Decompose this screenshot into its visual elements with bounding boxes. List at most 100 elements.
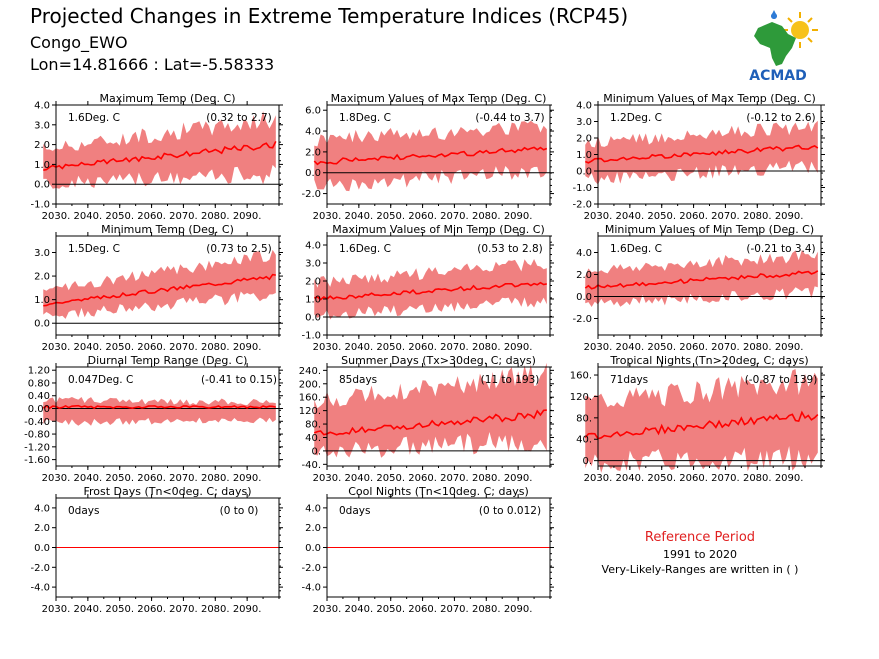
value-label: 1.6Deg. C [68, 112, 120, 124]
value-label: 85days [339, 374, 377, 386]
panel-title: Minimum Values of Max Temp (Deg. C) [603, 92, 816, 105]
panel-9: 0. 40. 80. 120. 160. 2030. 2040. 2050. 2060. 2070… [570, 354, 825, 484]
x-tick-label: 2030. [42, 211, 71, 222]
x-tick-label: 2030. [313, 211, 342, 222]
y-tick-label: 1.0 [34, 295, 50, 306]
y-tick-label: 1.0 [576, 150, 592, 161]
y-tick-label: 80. [305, 420, 321, 431]
x-tick-label: 2040. [74, 473, 103, 484]
x-tick-label: 2070. [440, 342, 469, 353]
y-tick-label: 1.20 [28, 366, 50, 377]
y-tick-label: 160. [570, 371, 592, 382]
x-tick-label: 2060. [408, 211, 437, 222]
y-tick-label: 160. [299, 393, 321, 404]
range-label: (11 to 193) [481, 374, 540, 386]
y-tick-label: 1.0 [305, 295, 321, 306]
panel-title: Summer Days (Tx>30deg. C; days) [341, 354, 536, 367]
panel-11: -4.0 -2.0 0.0 2.0 4.0 2030. 2040. 2050. 2060. 207… [301, 485, 554, 615]
x-tick-label: 2070. [169, 473, 198, 484]
median-line [313, 409, 547, 436]
y-tick-label: 3.0 [305, 259, 321, 270]
y-tick-label: -1.20 [24, 442, 50, 453]
reference-label: Reference Period [644, 530, 756, 545]
x-tick-label: 2090. [233, 211, 262, 222]
range-label: (-0.87 to 139) [745, 374, 818, 386]
x-tick-label: 2050. [647, 342, 676, 353]
y-tick-label: 0.0 [305, 168, 321, 179]
y-tick-label: 6.0 [305, 106, 321, 117]
range-band [43, 249, 276, 319]
y-tick-label: -0.40 [24, 417, 50, 428]
y-tick-label: -2.0 [30, 563, 50, 574]
y-tick-label: -1.60 [24, 455, 50, 466]
x-tick-label: 2080. [743, 211, 772, 222]
range-band [314, 259, 547, 320]
y-tick-label: 0.0 [305, 543, 321, 554]
y-tick-label: -40. [301, 460, 321, 471]
x-tick-label: 2070. [711, 473, 740, 484]
x-tick-label: 2090. [504, 211, 533, 222]
x-tick-label: 2080. [472, 342, 501, 353]
panel-title: Maximum Values of Max Temp (Deg. C) [331, 92, 547, 105]
y-tick-label: 0. [311, 446, 321, 457]
y-tick-label: 0.0 [305, 313, 321, 324]
panel-title: Maximum Values of Min Temp (Deg. C) [332, 223, 545, 236]
x-tick-label: 2080. [201, 473, 230, 484]
reference-legend: Reference Period 1991 to 2020 Very-Likel… [590, 530, 810, 576]
range-label: (0.73 to 2.5) [206, 243, 272, 255]
range-label: (-0.41 to 0.15) [201, 374, 277, 386]
median-line [584, 410, 819, 440]
x-tick-label: 2040. [74, 604, 103, 615]
range-band [43, 396, 276, 426]
median-line [313, 146, 548, 166]
range-label: (-0.21 to 3.4) [746, 243, 815, 255]
value-label: 1.5Deg. C [68, 243, 120, 255]
y-tick-label: 4.0 [305, 503, 321, 514]
x-tick-label: 2040. [345, 342, 374, 353]
y-tick-label: 2.0 [576, 134, 592, 145]
median-line [584, 144, 819, 164]
x-tick-label: 2040. [74, 211, 103, 222]
value-label: 1.2Deg. C [610, 112, 662, 124]
y-tick-label: 80. [576, 413, 592, 424]
x-tick-label: 2040. [345, 211, 374, 222]
panel-title: Cool Nights (Tn<10deg. C; days) [348, 485, 529, 498]
y-tick-label: 2.0 [576, 270, 592, 281]
x-tick-label: 2050. [105, 604, 134, 615]
x-tick-label: 2080. [201, 604, 230, 615]
x-tick-label: 2070. [440, 604, 469, 615]
x-tick-label: 2090. [775, 473, 804, 484]
range-label: (0 to 0) [220, 505, 259, 517]
x-tick-label: 2040. [616, 342, 645, 353]
y-tick-label: -4.0 [301, 583, 321, 594]
x-tick-label: 2070. [169, 211, 198, 222]
x-tick-label: 2050. [647, 211, 676, 222]
coordinates: Lon=14.81666 : Lat=-5.58333 [30, 55, 275, 74]
value-label: 0days [339, 505, 370, 517]
value-label: 1.6Deg. C [610, 243, 662, 255]
x-tick-label: 2060. [137, 211, 166, 222]
y-tick-label: 0.0 [576, 167, 592, 178]
x-tick-label: 2090. [775, 342, 804, 353]
x-tick-label: 2050. [105, 342, 134, 353]
x-tick-label: 2030. [313, 473, 342, 484]
range-label: (-0.12 to 2.6) [746, 112, 815, 124]
x-tick-label: 2050. [376, 342, 405, 353]
reference-period: 1991 to 2020 [662, 548, 738, 561]
y-tick-label: 4.0 [34, 503, 50, 514]
y-tick-label: 0.0 [576, 292, 592, 303]
x-tick-label: 2070. [169, 342, 198, 353]
y-tick-label: -1.0 [301, 331, 321, 342]
x-tick-label: 2050. [376, 604, 405, 615]
y-tick-label: 1.0 [34, 160, 50, 171]
x-tick-label: 2050. [105, 211, 134, 222]
y-tick-label: 0.0 [34, 180, 50, 191]
y-tick-label: 2.0 [305, 147, 321, 158]
median-line [584, 270, 819, 290]
panel-10: -4.0 -2.0 0.0 2.0 4.0 2030. 2040. 2050. 2060. 207… [30, 485, 283, 615]
value-label: 1.6Deg. C [339, 243, 391, 255]
x-tick-label: 2090. [504, 604, 533, 615]
